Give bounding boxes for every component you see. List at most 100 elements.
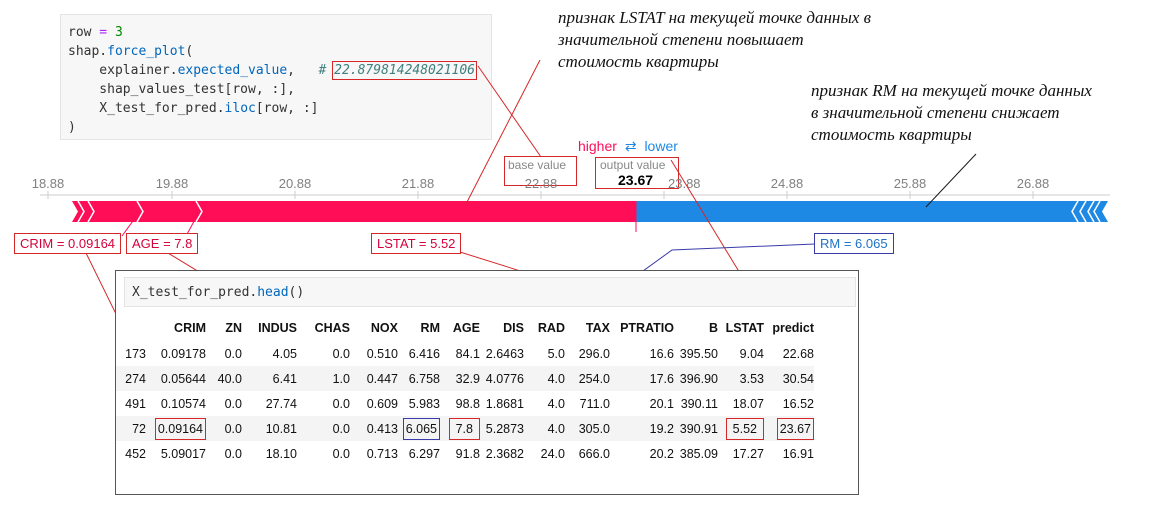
table-cell: 6.41 <box>242 366 297 391</box>
table-cell: 6.758 <box>398 366 440 391</box>
column-header: LSTAT <box>725 321 764 335</box>
table-cell: 305.0 <box>565 416 610 441</box>
base-value-text: base value <box>508 158 567 172</box>
table-cell: 0.0 <box>224 346 242 361</box>
tick-label: 26.88 <box>1016 176 1050 191</box>
lstat-cell-box: 5.52 <box>725 417 764 440</box>
row-index: 452 <box>125 446 146 461</box>
feature-label-crim: CRIM = 0.09164 <box>14 233 122 254</box>
code-line-6: ) <box>68 120 76 135</box>
axis-tick-marks <box>47 191 1034 199</box>
column-header: AGE <box>452 321 480 335</box>
code-line-head: X_test_for_pred.head() <box>132 283 304 302</box>
row-index: 274 <box>116 366 146 391</box>
table-row-highlighted: 72 0.09164 0.0 10.81 0.0 0.413 6.065 7.8… <box>116 416 814 441</box>
column-header: TAX <box>585 321 610 335</box>
code-token: force_plot <box>107 44 186 59</box>
rm-annotation-pointer <box>925 153 977 208</box>
table-cell: 390.91 <box>674 416 718 441</box>
table-cell: 0.0 <box>332 396 350 411</box>
table-cell: 0.0 <box>224 396 242 411</box>
table-cell: 0.713 <box>366 446 398 461</box>
table-cell: 0.05644 <box>146 366 206 391</box>
table-cell: 3.53 <box>718 366 764 391</box>
tick-label: 18.88 <box>31 176 65 191</box>
table-cell: 16.6 <box>649 346 674 361</box>
output-value-label: output value <box>600 158 666 172</box>
annotation-line: значительной степени повышает <box>558 30 804 49</box>
table-cell: 4.05 <box>272 346 297 361</box>
higher-label: higher <box>578 138 617 154</box>
table-cell: 385.09 <box>679 446 718 461</box>
table-cell: 0.413 <box>350 416 398 441</box>
code-line-2: shap.force_plot( <box>68 42 193 61</box>
table-cell: 0.609 <box>366 396 398 411</box>
code-token: 3 <box>114 25 123 40</box>
table-cell: 24.0 <box>540 446 565 461</box>
arrows-icon: ⇄ <box>624 138 637 154</box>
table-cell: 16.52 <box>782 396 814 411</box>
table-cell: 16.91 <box>782 446 814 461</box>
table-cell: 0.10574 <box>160 396 206 411</box>
table-cell: 5.52 <box>718 416 764 441</box>
table-cell: 0.0 <box>224 446 242 461</box>
table-cell: 4.0 <box>547 396 565 411</box>
code-token: , <box>287 63 319 78</box>
crim-cell-box: 0.09164 <box>154 417 206 440</box>
table-cell: 0.0 <box>206 416 242 441</box>
rm-annotation: признак RM на текущей точке данных в зна… <box>811 80 1092 146</box>
table-cell: 296.0 <box>578 346 610 361</box>
table-cell: 19.2 <box>610 416 674 441</box>
tick-label: 22.88 <box>524 176 558 191</box>
index-header <box>116 315 146 341</box>
table-cell: 18.07 <box>732 396 764 411</box>
table-row: 452 5.09017 0.0 18.10 0.0 0.713 6.297 91… <box>116 441 814 466</box>
table-cell: 40.0 <box>206 366 242 391</box>
table-cell: 4.0 <box>524 366 565 391</box>
code-line-3: explainer.expected_value, # 22.879814248… <box>68 61 478 80</box>
table-header-row: CRIM ZN INDUS CHAS NOX RM AGE DIS RAD TA… <box>116 315 814 341</box>
code-cell-head[interactable]: X_test_for_pred.head() <box>124 277 856 307</box>
dataframe-panel: X_test_for_pred.head() CRIM ZN INDUS CHA… <box>115 270 859 495</box>
table-cell: 91.8 <box>455 446 480 461</box>
crim-connector <box>121 213 139 237</box>
table-cell: 2.6463 <box>485 346 524 361</box>
table-cell: 10.81 <box>242 416 297 441</box>
code-token: shap. <box>68 44 108 59</box>
table-cell: 98.8 <box>455 396 480 411</box>
table-cell: 0.447 <box>350 366 398 391</box>
code-line-1: row = 3 <box>68 23 123 42</box>
table-cell: 22.68 <box>782 346 814 361</box>
rm-cell-box: 6.065 <box>402 417 440 440</box>
code-token: explainer. <box>68 63 178 78</box>
table-cell: 84.1 <box>455 346 480 361</box>
table-cell: 20.2 <box>649 446 674 461</box>
age-cell-box: 7.8 <box>448 417 480 440</box>
table-cell: 396.90 <box>674 366 718 391</box>
column-header: DIS <box>503 321 524 335</box>
column-header: predict <box>772 321 814 335</box>
table-cell: 5.0 <box>547 346 565 361</box>
code-token: expected_value <box>177 63 288 78</box>
code-token: [row, :] <box>255 101 319 116</box>
table-cell: 17.27 <box>732 446 764 461</box>
table-cell: 30.54 <box>764 366 814 391</box>
code-token: () <box>288 285 305 300</box>
tick-label: 21.88 <box>401 176 435 191</box>
feature-label-age: AGE = 7.8 <box>126 233 199 254</box>
table-cell: 27.74 <box>265 396 297 411</box>
annotation-line: признак RM на текущей точке данных <box>811 81 1092 100</box>
table-cell: 23.67 <box>764 416 814 441</box>
column-header: INDUS <box>258 321 297 335</box>
table-cell: 6.297 <box>408 446 440 461</box>
predict-cell-box: 23.67 <box>776 417 814 440</box>
code-comment-hash: # <box>318 63 335 78</box>
tick-label: 20.88 <box>278 176 312 191</box>
table-cell: 0.510 <box>366 346 398 361</box>
table-cell: 0.09164 <box>146 416 206 441</box>
table-cell: 5.983 <box>408 396 440 411</box>
table-row: 173 0.09178 0.0 4.05 0.0 0.510 6.416 84.… <box>116 341 814 366</box>
table-cell: 20.1 <box>649 396 674 411</box>
code-cell-force-plot[interactable]: row = 3 shap.force_plot( explainer.expec… <box>60 14 492 140</box>
column-header: RAD <box>537 321 565 335</box>
